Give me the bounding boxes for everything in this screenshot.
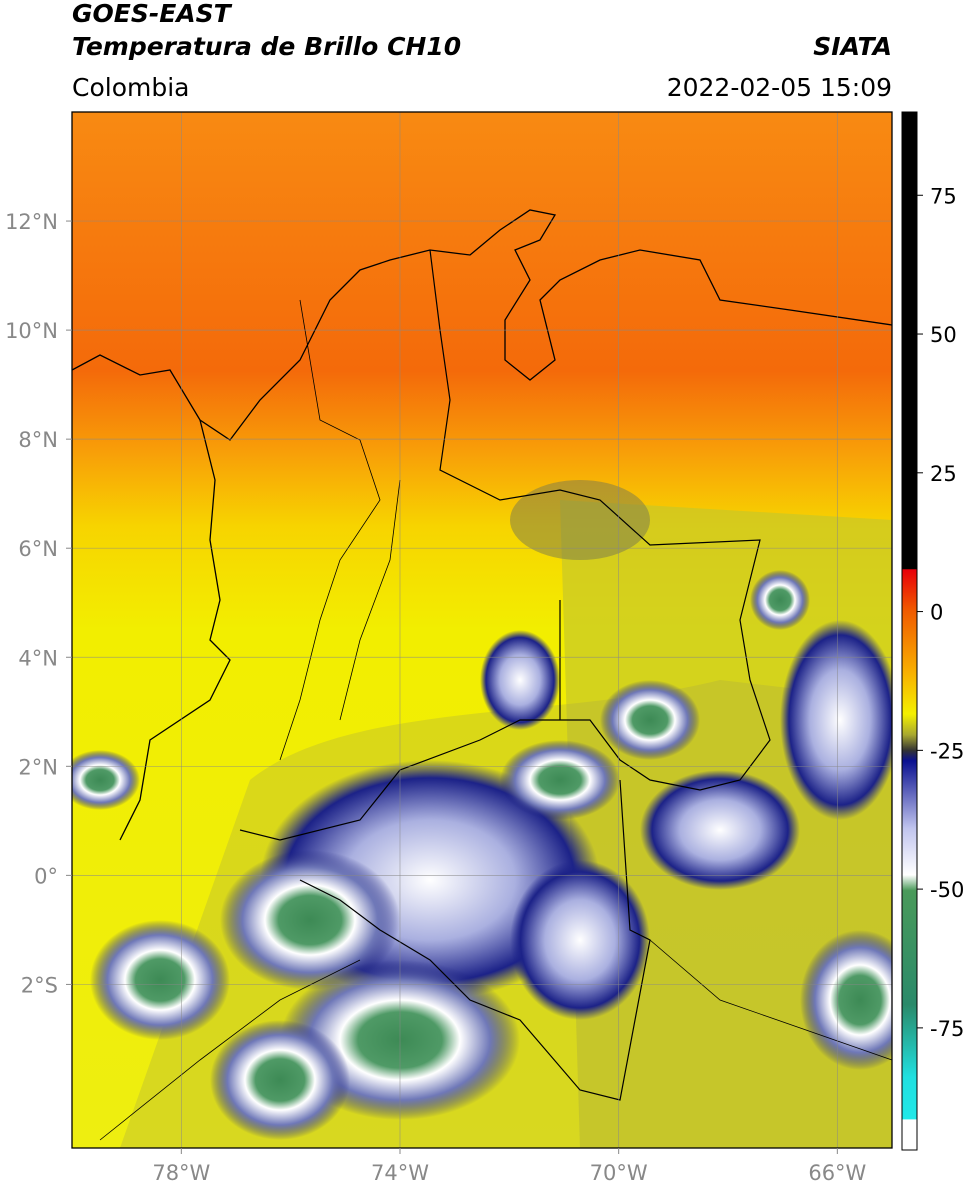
x-tick-label: 74°W: [371, 1161, 429, 1185]
colorbar-label: 0: [930, 601, 943, 625]
colorbar-label: 50: [930, 323, 957, 347]
x-tick-label: 66°W: [808, 1161, 866, 1185]
grid: [72, 112, 892, 1148]
y-tick-label: 12°N: [5, 210, 58, 234]
satellite: GOES-EAST: [72, 0, 233, 28]
x-tick-label: 78°W: [152, 1161, 210, 1185]
y-tick-label: 6°N: [18, 537, 58, 561]
y-tick-label: 4°N: [18, 646, 58, 670]
colorbar: [901, 111, 918, 1151]
y-tick-label: 0°: [34, 864, 58, 888]
product: Temperatura de Brillo CH10: [72, 32, 461, 61]
y-tick-label: 2°N: [18, 755, 58, 779]
colorbar-label: -50: [930, 878, 964, 902]
colorbar-label: -25: [930, 739, 964, 763]
region: Colombia: [72, 73, 189, 102]
y-tick-label: 2°S: [21, 973, 58, 997]
map-frame: [71, 111, 893, 1149]
datetime: 2022-02-05 15:09: [667, 73, 892, 102]
colorbar-label: 25: [930, 462, 957, 486]
imagery: [72, 112, 892, 1148]
y-tick-label: 10°N: [5, 319, 58, 343]
source: SIATA: [813, 32, 892, 61]
y-tick-label: 8°N: [18, 428, 58, 452]
colorbar-label: 75: [930, 184, 957, 208]
colorbar-label: -75: [930, 1017, 964, 1041]
x-tick-label: 70°W: [590, 1161, 648, 1185]
